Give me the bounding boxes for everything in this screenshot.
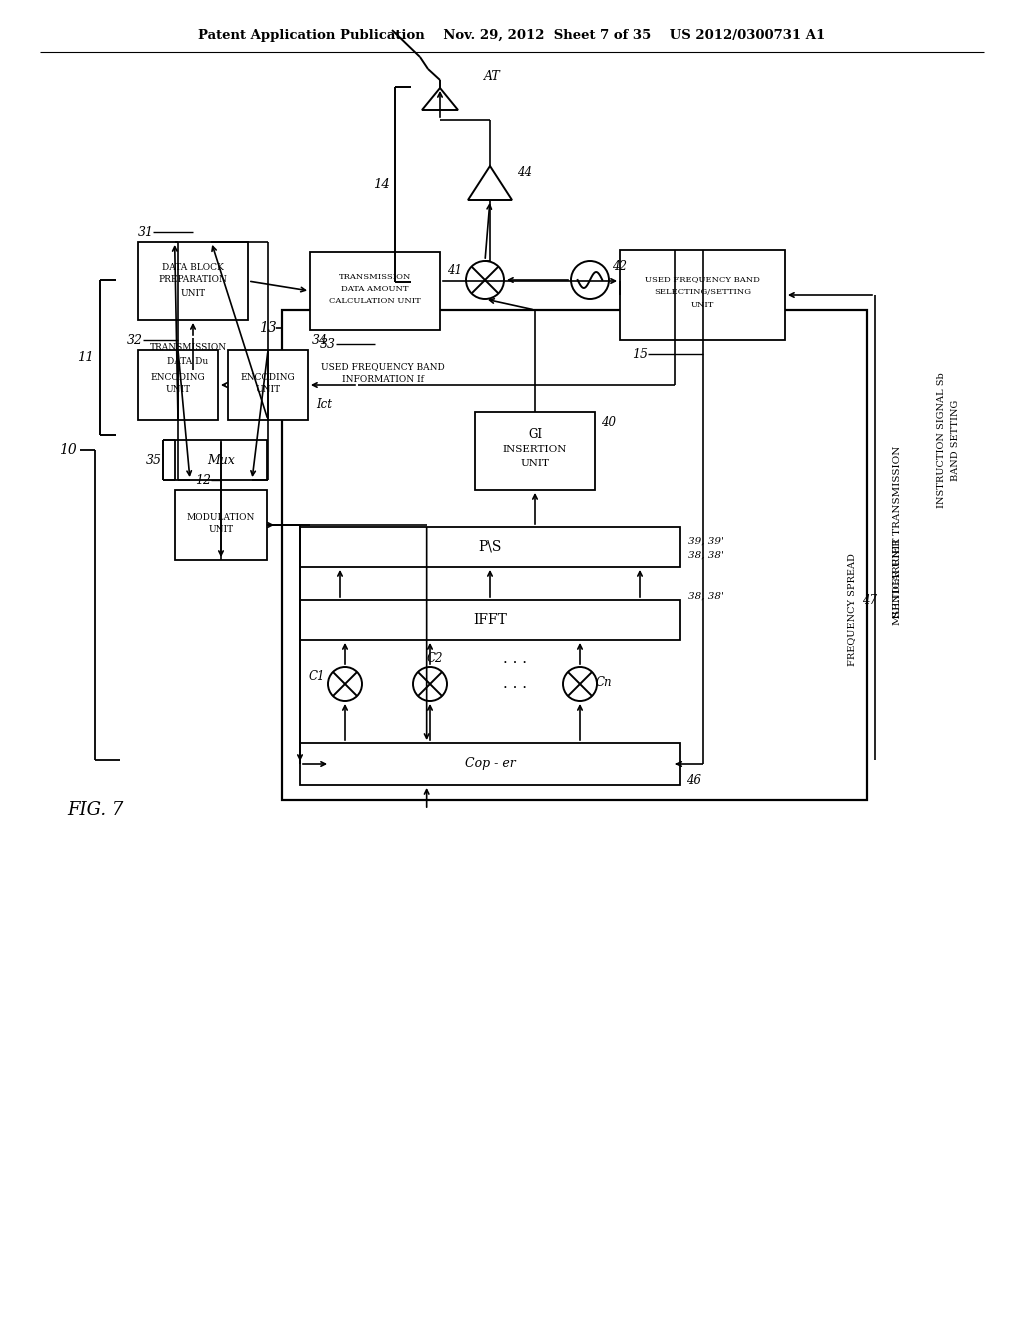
Bar: [175, 490, 267, 560]
Text: USED FREQUENCY BAND: USED FREQUENCY BAND: [322, 363, 444, 371]
Text: DATA Du: DATA Du: [167, 358, 209, 367]
Text: AT: AT: [483, 70, 501, 82]
Bar: [282, 310, 867, 800]
Text: 42: 42: [612, 260, 628, 272]
Text: 14: 14: [373, 178, 389, 191]
Text: 31: 31: [138, 226, 154, 239]
Text: INSTRUCTION SIGNAL Sb: INSTRUCTION SIGNAL Sb: [938, 372, 946, 508]
Text: DATA BLOCK: DATA BLOCK: [162, 263, 224, 272]
Text: CALCULATION UNIT: CALCULATION UNIT: [329, 297, 421, 305]
Text: MULTICARRIER TRANSMISSION: MULTICARRIER TRANSMISSION: [893, 445, 901, 624]
Text: UNIT: UNIT: [180, 289, 206, 297]
Bar: [138, 350, 218, 420]
Text: 11: 11: [77, 351, 93, 364]
Bar: [175, 440, 267, 480]
Text: UNIT: UNIT: [166, 385, 190, 395]
Text: SENDER UNIT: SENDER UNIT: [893, 537, 901, 616]
Text: TRANSMISSION: TRANSMISSION: [150, 343, 226, 352]
Text: . . .: . . .: [503, 652, 527, 667]
Text: 41: 41: [447, 264, 463, 276]
Text: 34: 34: [312, 334, 328, 346]
Text: INFORMATION If: INFORMATION If: [342, 375, 424, 384]
Text: Mux: Mux: [207, 454, 234, 466]
Text: INSERTION: INSERTION: [503, 445, 567, 454]
Text: BAND SETTING: BAND SETTING: [950, 400, 959, 480]
Text: 32: 32: [127, 334, 143, 346]
Bar: [300, 601, 680, 640]
Bar: [475, 412, 595, 490]
Text: USED FREQUENCY BAND: USED FREQUENCY BAND: [645, 275, 760, 282]
Text: PREPARATION: PREPARATION: [159, 276, 227, 285]
Text: UNIT: UNIT: [520, 458, 550, 467]
Text: 44: 44: [517, 165, 532, 178]
Bar: [300, 743, 680, 785]
Text: UNIT: UNIT: [255, 385, 281, 395]
Text: GI: GI: [528, 429, 542, 441]
Bar: [300, 527, 680, 568]
Bar: [228, 350, 308, 420]
Text: 46: 46: [686, 775, 701, 788]
Text: 10: 10: [59, 444, 77, 457]
Text: 33: 33: [319, 338, 336, 351]
Text: 15: 15: [632, 347, 648, 360]
Text: 13: 13: [259, 321, 276, 335]
Bar: [310, 252, 440, 330]
Text: FIG. 7: FIG. 7: [67, 801, 123, 818]
Bar: [138, 242, 248, 319]
Text: 47: 47: [862, 594, 878, 606]
Text: 38, 38': 38, 38': [688, 591, 724, 601]
Text: FREQUENCY SPREAD: FREQUENCY SPREAD: [848, 553, 856, 667]
Text: Ict: Ict: [316, 399, 332, 412]
Text: ENCODING: ENCODING: [151, 372, 206, 381]
Text: MODULATION: MODULATION: [186, 512, 255, 521]
Bar: [620, 249, 785, 341]
Text: 38, 38': 38, 38': [688, 550, 724, 560]
Text: 12: 12: [195, 474, 211, 487]
Text: 35: 35: [146, 454, 162, 466]
Text: DATA AMOUNT: DATA AMOUNT: [341, 285, 409, 293]
Text: IFFT: IFFT: [473, 612, 507, 627]
Text: 39, 39': 39, 39': [688, 536, 724, 545]
Text: TRANSMISSION: TRANSMISSION: [339, 273, 412, 281]
Text: Cn: Cn: [596, 676, 612, 689]
Text: 40: 40: [601, 416, 616, 429]
Text: . . .: . . .: [503, 677, 527, 690]
Text: UNIT: UNIT: [209, 525, 233, 535]
Text: UNIT: UNIT: [691, 301, 714, 309]
Text: P\S: P\S: [478, 540, 502, 554]
Text: ENCODING: ENCODING: [241, 372, 295, 381]
Text: C1: C1: [309, 669, 326, 682]
Text: Patent Application Publication    Nov. 29, 2012  Sheet 7 of 35    US 2012/030073: Patent Application Publication Nov. 29, …: [199, 29, 825, 41]
Text: C2: C2: [427, 652, 443, 664]
Text: Cop - er: Cop - er: [465, 758, 515, 771]
Text: SELECTING/SETTING: SELECTING/SETTING: [654, 288, 751, 296]
